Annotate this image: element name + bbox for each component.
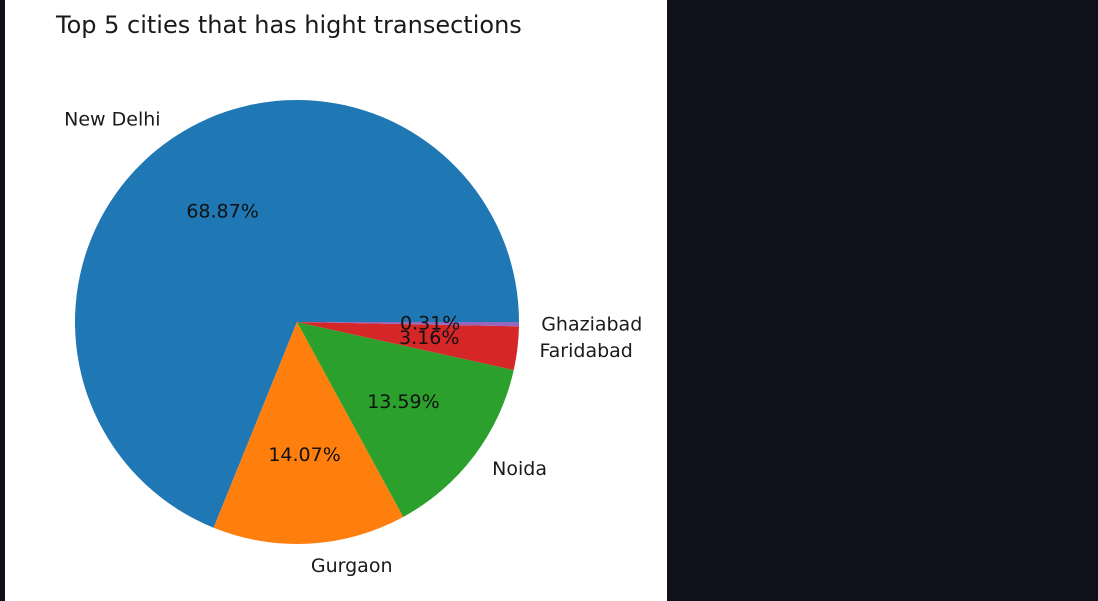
pct-label-noida: 13.59% — [367, 391, 439, 413]
slice-label-ghaziabad: Ghaziabad — [541, 313, 642, 335]
slices-layer — [75, 100, 519, 544]
slice-label-faridabad: Faridabad — [539, 340, 632, 362]
labels-layer: New Delhi 68.87% Gurgaon 14.07% Noida 13.59% F… — [64, 108, 642, 576]
pie-chart: Top 5 cities that has hight transections… — [55, 11, 642, 577]
left-edge-strip — [0, 0, 5, 601]
pie-slice-new-delhi — [75, 100, 519, 528]
slice-label-gurgaon: Gurgaon — [311, 555, 393, 577]
pie-slice-ghaziabad — [297, 322, 519, 327]
pie-slice-noida — [297, 322, 514, 517]
pie-slice-gurgaon — [213, 322, 404, 544]
pie-slice-faridabad — [297, 322, 519, 371]
chart-title: Top 5 cities that has hight transections — [55, 11, 522, 39]
pct-label-gurgaon: 14.07% — [268, 444, 340, 466]
chart-figure: Top 5 cities that has hight transections… — [5, 0, 667, 601]
pct-label-new-delhi: 68.87% — [186, 201, 258, 223]
pct-label-ghaziabad: 0.31% — [400, 312, 460, 334]
dark-panel — [667, 0, 1098, 601]
slice-label-new-delhi: New Delhi — [64, 108, 160, 130]
pct-label-faridabad: 3.16% — [399, 327, 459, 349]
slice-label-noida: Noida — [492, 458, 547, 480]
